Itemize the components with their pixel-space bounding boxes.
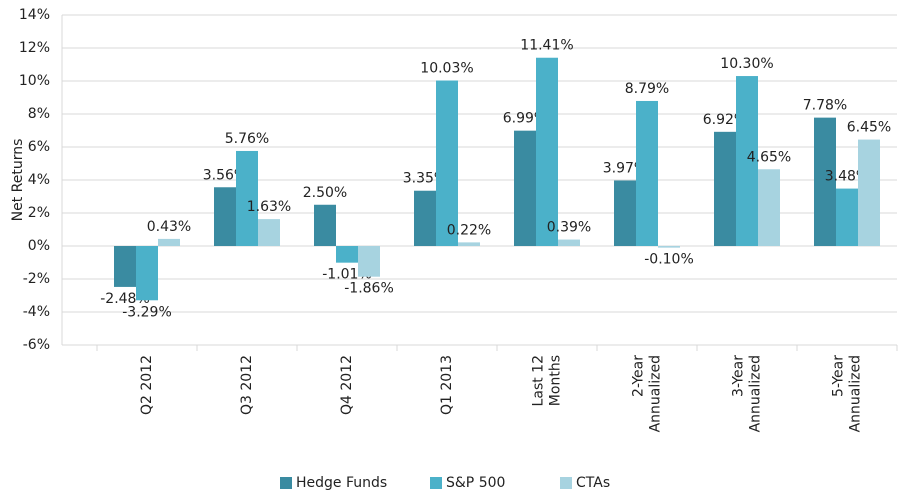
bar — [814, 117, 836, 246]
data-label: 7.78% — [803, 98, 847, 114]
x-tick-label-group: 3-Year Annualized — [731, 355, 764, 433]
y-tick-label: 10% — [19, 73, 50, 89]
y-tick-label: 4% — [28, 172, 50, 188]
x-tick-label: Q1 2013 — [439, 355, 455, 415]
bar — [314, 204, 336, 246]
data-label: 0.22% — [447, 222, 491, 238]
y-tick-label: 2% — [28, 205, 50, 221]
y-tick-label: 12% — [19, 40, 50, 56]
bar — [436, 80, 458, 246]
x-tick-label: Annualized — [648, 355, 664, 432]
x-tick-label: Q3 2012 — [239, 355, 255, 415]
x-tick-label: Last 12 — [531, 355, 547, 406]
y-tick-label: -6% — [23, 337, 50, 353]
data-label: 8.79% — [625, 81, 669, 97]
x-tick-label-group: Q3 2012 — [239, 355, 255, 415]
x-tick-label: 2-Year — [631, 355, 647, 397]
bar — [858, 139, 880, 246]
x-tick-label: Annualized — [848, 355, 864, 432]
data-label: 5.76% — [225, 131, 269, 147]
data-label: 6.45% — [847, 120, 891, 136]
data-label: 11.41% — [520, 38, 573, 54]
bar — [414, 190, 436, 246]
x-tick-label: 5-Year — [831, 355, 847, 397]
bar — [836, 188, 858, 246]
legend-swatch — [430, 477, 442, 489]
bar — [458, 242, 480, 246]
y-axis-label: Net Returns — [10, 139, 26, 222]
bar — [158, 238, 180, 246]
x-tick-label: Q4 2012 — [339, 355, 355, 415]
y-tick-label: 8% — [28, 106, 50, 122]
data-label: 10.03% — [420, 61, 473, 77]
x-tick-label: Months — [548, 355, 564, 406]
bar — [236, 150, 258, 246]
data-label: 1.63% — [247, 199, 291, 215]
bar — [136, 246, 158, 301]
data-label: 0.43% — [147, 219, 191, 235]
y-tick-label: -4% — [23, 304, 50, 320]
legend-label: Hedge Funds — [296, 475, 387, 491]
bar — [336, 246, 358, 263]
legend-swatch — [560, 477, 572, 489]
bar — [714, 131, 736, 246]
bar — [214, 187, 236, 246]
x-tick-label-group: 2-Year Annualized — [631, 355, 664, 433]
x-tick-label-group: Q1 2013 — [439, 355, 455, 415]
data-label: -1.86% — [344, 281, 394, 297]
bar — [614, 180, 636, 246]
bar — [358, 246, 380, 277]
x-tick-label: Q2 2012 — [139, 355, 155, 415]
bar — [658, 246, 680, 248]
bar — [536, 57, 558, 246]
y-tick-label: -2% — [23, 271, 50, 287]
bar — [758, 169, 780, 246]
x-tick-label-group: Last 12 Months — [531, 355, 564, 406]
y-tick-label: 14% — [19, 7, 50, 23]
x-tick-label-group: Q4 2012 — [339, 355, 355, 415]
x-tick-label-group: 5-Year Annualized — [831, 355, 864, 433]
bar — [558, 239, 580, 246]
data-label: -0.10% — [644, 252, 694, 268]
y-tick-label: 0% — [28, 238, 50, 254]
data-label: 10.30% — [720, 56, 773, 72]
legend-label: S&P 500 — [446, 475, 505, 491]
legend-label: CTAs — [576, 475, 610, 491]
bar — [514, 130, 536, 246]
data-label: -3.29% — [122, 304, 172, 320]
bar — [736, 76, 758, 246]
bar — [636, 100, 658, 246]
bar — [258, 219, 280, 246]
data-label: 2.50% — [303, 185, 347, 201]
x-tick-label-group: Q2 2012 — [139, 355, 155, 415]
bar — [114, 246, 136, 287]
x-tick-label: 3-Year — [731, 355, 747, 397]
data-label: 4.65% — [747, 149, 791, 165]
data-label: 0.39% — [547, 220, 591, 236]
x-tick-label: Annualized — [748, 355, 764, 432]
legend-swatch — [280, 477, 292, 489]
y-tick-label: 6% — [28, 139, 50, 155]
